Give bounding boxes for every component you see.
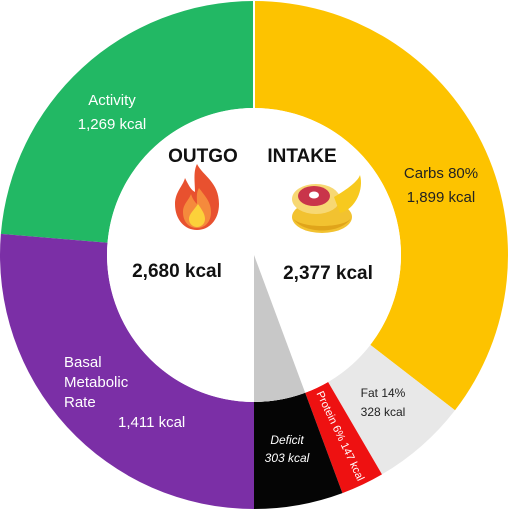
- slice-protein: [305, 381, 382, 494]
- slice-fat: [328, 344, 456, 475]
- deficit-wedge: [254, 255, 306, 402]
- slice-activity: [0, 1, 254, 243]
- outgo-total: 2,680 kcal: [132, 261, 222, 282]
- label-deficit: Deficit 303 kcal: [265, 433, 310, 465]
- label-bmr: Basal Metabolic Rate1,411 kcal: [64, 354, 185, 431]
- outgo-title: OUTGO: [168, 146, 238, 167]
- intake-title: INTAKE: [267, 146, 336, 167]
- slice-deficit: [254, 392, 343, 509]
- donut-center: OUTGO INTAKE 2,680 kcal 2,377 kcal: [107, 1, 401, 402]
- slice-carbs: [254, 1, 508, 411]
- fire-icon: [175, 164, 219, 230]
- intake-total: 2,377 kcal: [283, 263, 373, 284]
- food-bowl-icon: [292, 175, 362, 233]
- label-activity: Activity 1,269 kcal: [78, 92, 146, 133]
- slice-bmr: [0, 233, 254, 509]
- label-fat: Fat 14% 328 kcal: [361, 386, 406, 419]
- label-carbs: Carbs 80% 1,899 kcal: [404, 165, 478, 206]
